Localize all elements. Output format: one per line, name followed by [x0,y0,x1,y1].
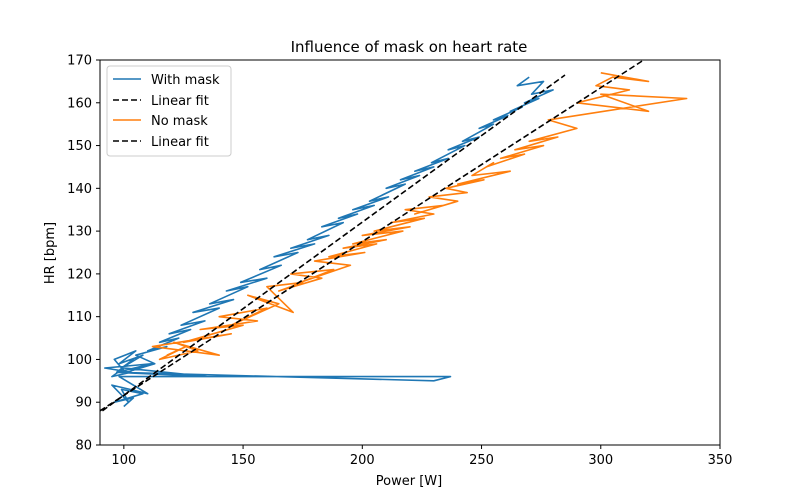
y-tick-label: 140 [67,182,92,197]
y-axis-label: HR [bpm] [43,222,58,284]
x-tick-label: 200 [350,453,375,468]
x-tick-label: 350 [708,453,733,468]
legend-label-with-mask: With mask [151,73,220,88]
x-tick-label: 250 [469,453,494,468]
plot-frame [99,59,721,446]
legend-label-fit-1: Linear fit [151,94,209,109]
x-axis-label: Power [W] [376,474,442,489]
y-tick-label: 80 [75,439,92,454]
series-line-with-mask [104,76,554,408]
series-layer [100,60,688,412]
y-tick-label: 100 [67,353,92,368]
y-tick-label: 170 [67,54,92,69]
legend-label-fit-2: Linear fit [151,135,209,150]
y-tick-label: 120 [67,267,92,282]
x-tick-label: 100 [111,453,136,468]
y-tick-label: 90 [75,396,92,411]
series-line-linear-fit-1 [101,74,566,412]
y-tick-label: 110 [67,310,92,325]
y-tick-label: 150 [67,139,92,154]
x-tick-label: 150 [231,453,256,468]
y-tick-label: 130 [67,225,92,240]
x-tick-label: 300 [588,453,613,468]
x-axis: 100 150 200 250 300 350 [111,445,732,468]
chart-title: Influence of mask on heart rate [291,38,528,56]
legend-box [106,65,232,157]
legend: With mask Linear fit No mask Linear fit [106,65,232,157]
y-tick-label: 160 [67,96,92,111]
legend-label-no-mask: No mask [151,114,208,129]
series-line-no-mask [151,72,688,361]
y-axis: 80 90 100 110 120 130 140 150 160 170 [67,54,100,454]
